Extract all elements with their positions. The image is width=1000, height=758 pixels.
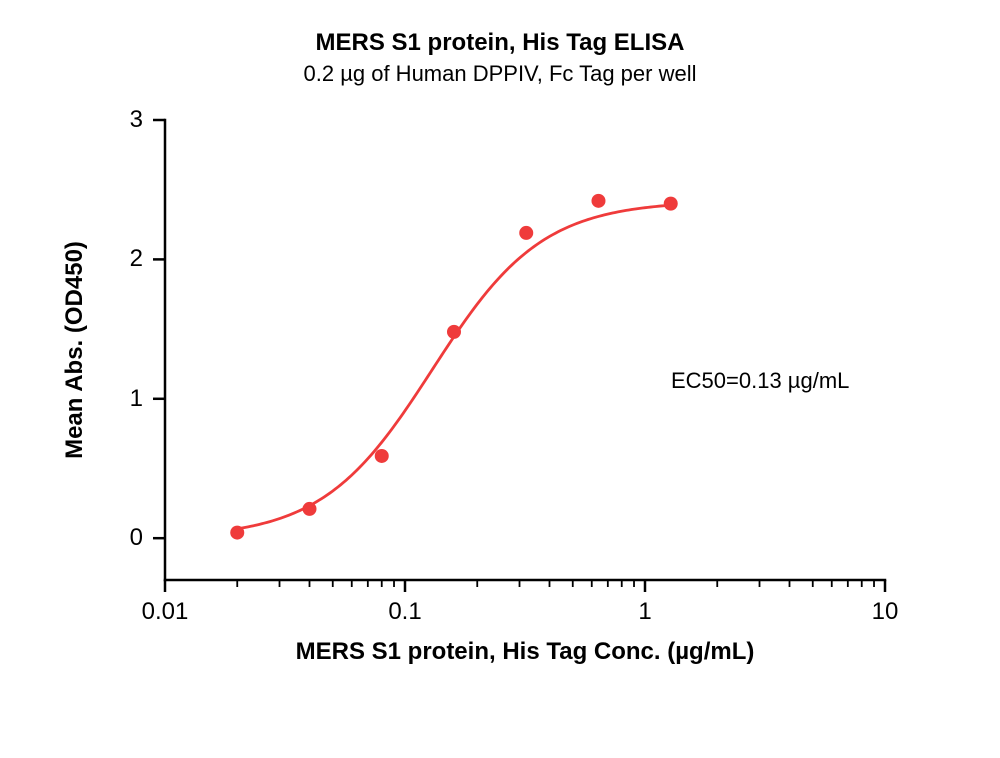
chart-container: MERS S1 protein, His Tag ELISA 0.2 µg of…: [0, 0, 1000, 758]
x-tick-label: 0.01: [142, 598, 189, 626]
x-tick-label: 0.1: [388, 598, 421, 626]
title-block: MERS S1 protein, His Tag ELISA 0.2 µg of…: [0, 28, 1000, 88]
y-axis-label: Mean Abs. (OD450): [61, 241, 89, 459]
y-tick-label: 2: [113, 245, 143, 273]
x-tick-label: 10: [872, 598, 899, 626]
x-tick-label: 1: [638, 598, 651, 626]
y-tick-label: 3: [113, 106, 143, 134]
x-axis-label: MERS S1 protein, His Tag Conc. (µg/mL): [296, 638, 755, 666]
ec50-annotation: EC50=0.13 µg/mL: [671, 368, 849, 394]
chart-title: MERS S1 protein, His Tag ELISA: [0, 28, 1000, 58]
chart-subtitle: 0.2 µg of Human DPPIV, Fc Tag per well: [0, 60, 1000, 88]
y-tick-label: 0: [113, 524, 143, 552]
plot-area: [165, 120, 885, 580]
plot-svg: [165, 120, 885, 580]
y-tick-label: 1: [113, 385, 143, 413]
